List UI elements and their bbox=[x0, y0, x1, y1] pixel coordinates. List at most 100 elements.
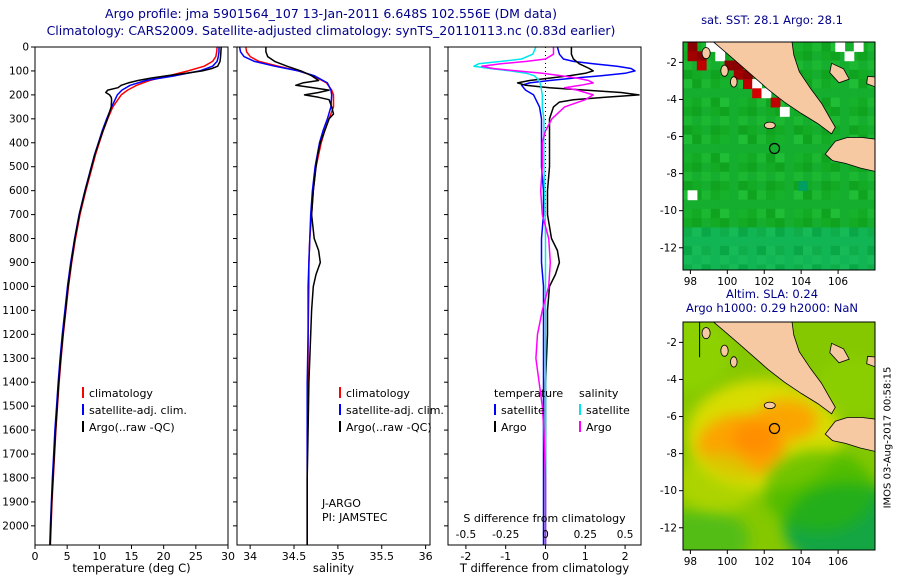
land-polygon bbox=[824, 417, 875, 452]
sst-cell bbox=[747, 264, 758, 270]
sst-cell bbox=[849, 116, 859, 126]
sst-cell bbox=[849, 162, 859, 173]
sst-cell bbox=[812, 42, 822, 52]
sst-cell bbox=[830, 51, 841, 62]
x-tick-label: 25 bbox=[189, 550, 203, 563]
sst-cell bbox=[756, 236, 767, 247]
sst-cell bbox=[775, 162, 786, 173]
sst-cell bbox=[839, 171, 850, 182]
sst-cell bbox=[803, 153, 813, 164]
sst-special-cell bbox=[687, 51, 698, 62]
sst-cell bbox=[793, 245, 804, 256]
sst-cell bbox=[793, 116, 804, 126]
sst-cell bbox=[766, 190, 776, 201]
x-tick-label: 2 bbox=[622, 550, 629, 563]
sst-cell bbox=[812, 134, 822, 145]
sst-cell bbox=[867, 97, 875, 108]
sst-special-cell bbox=[844, 51, 855, 62]
sst-cell bbox=[747, 227, 758, 238]
sst-cell bbox=[683, 116, 693, 126]
sst-cell bbox=[738, 144, 749, 154]
lat-tick-label: -12 bbox=[660, 242, 677, 254]
sdiff-axis-label: S difference from climatology bbox=[463, 512, 626, 525]
sst-cell bbox=[830, 125, 841, 136]
sst-cell bbox=[766, 199, 776, 210]
sst-cell bbox=[849, 97, 859, 108]
satellite-clim-line-swatch bbox=[339, 404, 341, 415]
sst-cell bbox=[738, 218, 749, 228]
sst-cell bbox=[849, 264, 859, 270]
x-tick-label: 30 bbox=[221, 550, 235, 563]
series-line-satellite-t-diff bbox=[520, 47, 636, 545]
lat-tick-label: -2 bbox=[667, 57, 677, 69]
sst-cell bbox=[683, 264, 693, 270]
sst-cell bbox=[858, 79, 869, 89]
sla-blob bbox=[764, 449, 875, 532]
sst-cell bbox=[858, 171, 869, 182]
sst-cell bbox=[710, 236, 721, 247]
sst-cell bbox=[701, 116, 712, 126]
sst-cell bbox=[849, 227, 859, 238]
sst-cell bbox=[784, 218, 795, 228]
sst-cell bbox=[756, 153, 767, 164]
sst-cell bbox=[747, 199, 758, 210]
sst-cell bbox=[766, 264, 776, 270]
sst-cell bbox=[738, 255, 749, 266]
diff-legend-temperature-column: temperature satellite Argo bbox=[494, 385, 563, 436]
salinity-profile-series-group bbox=[238, 47, 335, 545]
sst-cell bbox=[821, 245, 832, 256]
sst-cell bbox=[858, 88, 869, 99]
figure-title: Argo profile: jma 5901564_107 13-Jan-201… bbox=[105, 6, 557, 21]
legend-label: Argo(..raw -QC) bbox=[346, 421, 432, 434]
sst-cell bbox=[756, 162, 767, 173]
sst-cell bbox=[701, 236, 712, 247]
sst-cell bbox=[821, 134, 832, 145]
sst-cell bbox=[858, 116, 869, 126]
sst-cell bbox=[683, 106, 693, 117]
depth-tick-label: 1400 bbox=[2, 377, 29, 389]
imos-watermark: IMOS 03-Aug-2017 00:58:15 bbox=[882, 366, 894, 509]
sst-cell bbox=[738, 236, 749, 247]
sst-cell bbox=[710, 116, 721, 126]
sst-cell bbox=[683, 171, 693, 182]
sla-map-title: Altim. SLA: 0.24 bbox=[725, 287, 819, 301]
sst-cell bbox=[729, 264, 739, 270]
sst-cell bbox=[830, 97, 841, 108]
x-tick-label: 35 bbox=[331, 550, 345, 563]
sst-cell bbox=[784, 144, 795, 154]
sst-cell bbox=[747, 218, 758, 228]
sst-cell bbox=[849, 181, 859, 191]
sst-cell bbox=[683, 162, 693, 173]
sst-special-cell bbox=[696, 60, 707, 71]
sst-cell bbox=[839, 208, 850, 219]
sst-cell bbox=[729, 171, 739, 182]
sst-cell bbox=[839, 106, 850, 117]
sst-cell bbox=[775, 199, 786, 210]
sst-cell bbox=[719, 116, 730, 126]
sst-cell bbox=[729, 162, 739, 173]
sst-cell bbox=[701, 144, 712, 154]
sst-cell bbox=[729, 208, 739, 219]
sst-cell bbox=[858, 218, 869, 228]
sst-cell bbox=[719, 264, 730, 270]
sst-cell bbox=[821, 42, 832, 52]
island bbox=[720, 344, 729, 357]
sst-cell bbox=[858, 60, 869, 71]
sst-cell bbox=[839, 97, 850, 108]
sst-cell bbox=[858, 208, 869, 219]
sst-cell bbox=[830, 208, 841, 219]
sst-cell bbox=[830, 190, 841, 201]
sst-cell bbox=[784, 153, 795, 164]
sst-cell bbox=[839, 60, 850, 71]
legend-row: climatology bbox=[339, 385, 444, 402]
sst-cell bbox=[747, 245, 758, 256]
depth-tick-label: 1300 bbox=[2, 353, 29, 365]
sst-cell bbox=[701, 171, 712, 182]
sst-cell bbox=[839, 190, 850, 201]
legend-label: Argo bbox=[586, 421, 612, 434]
climatology-line-swatch bbox=[82, 387, 84, 398]
sst-cell bbox=[775, 144, 786, 154]
sst-cell bbox=[756, 106, 767, 117]
sst-cell bbox=[812, 79, 822, 89]
sst-cell bbox=[729, 218, 739, 228]
